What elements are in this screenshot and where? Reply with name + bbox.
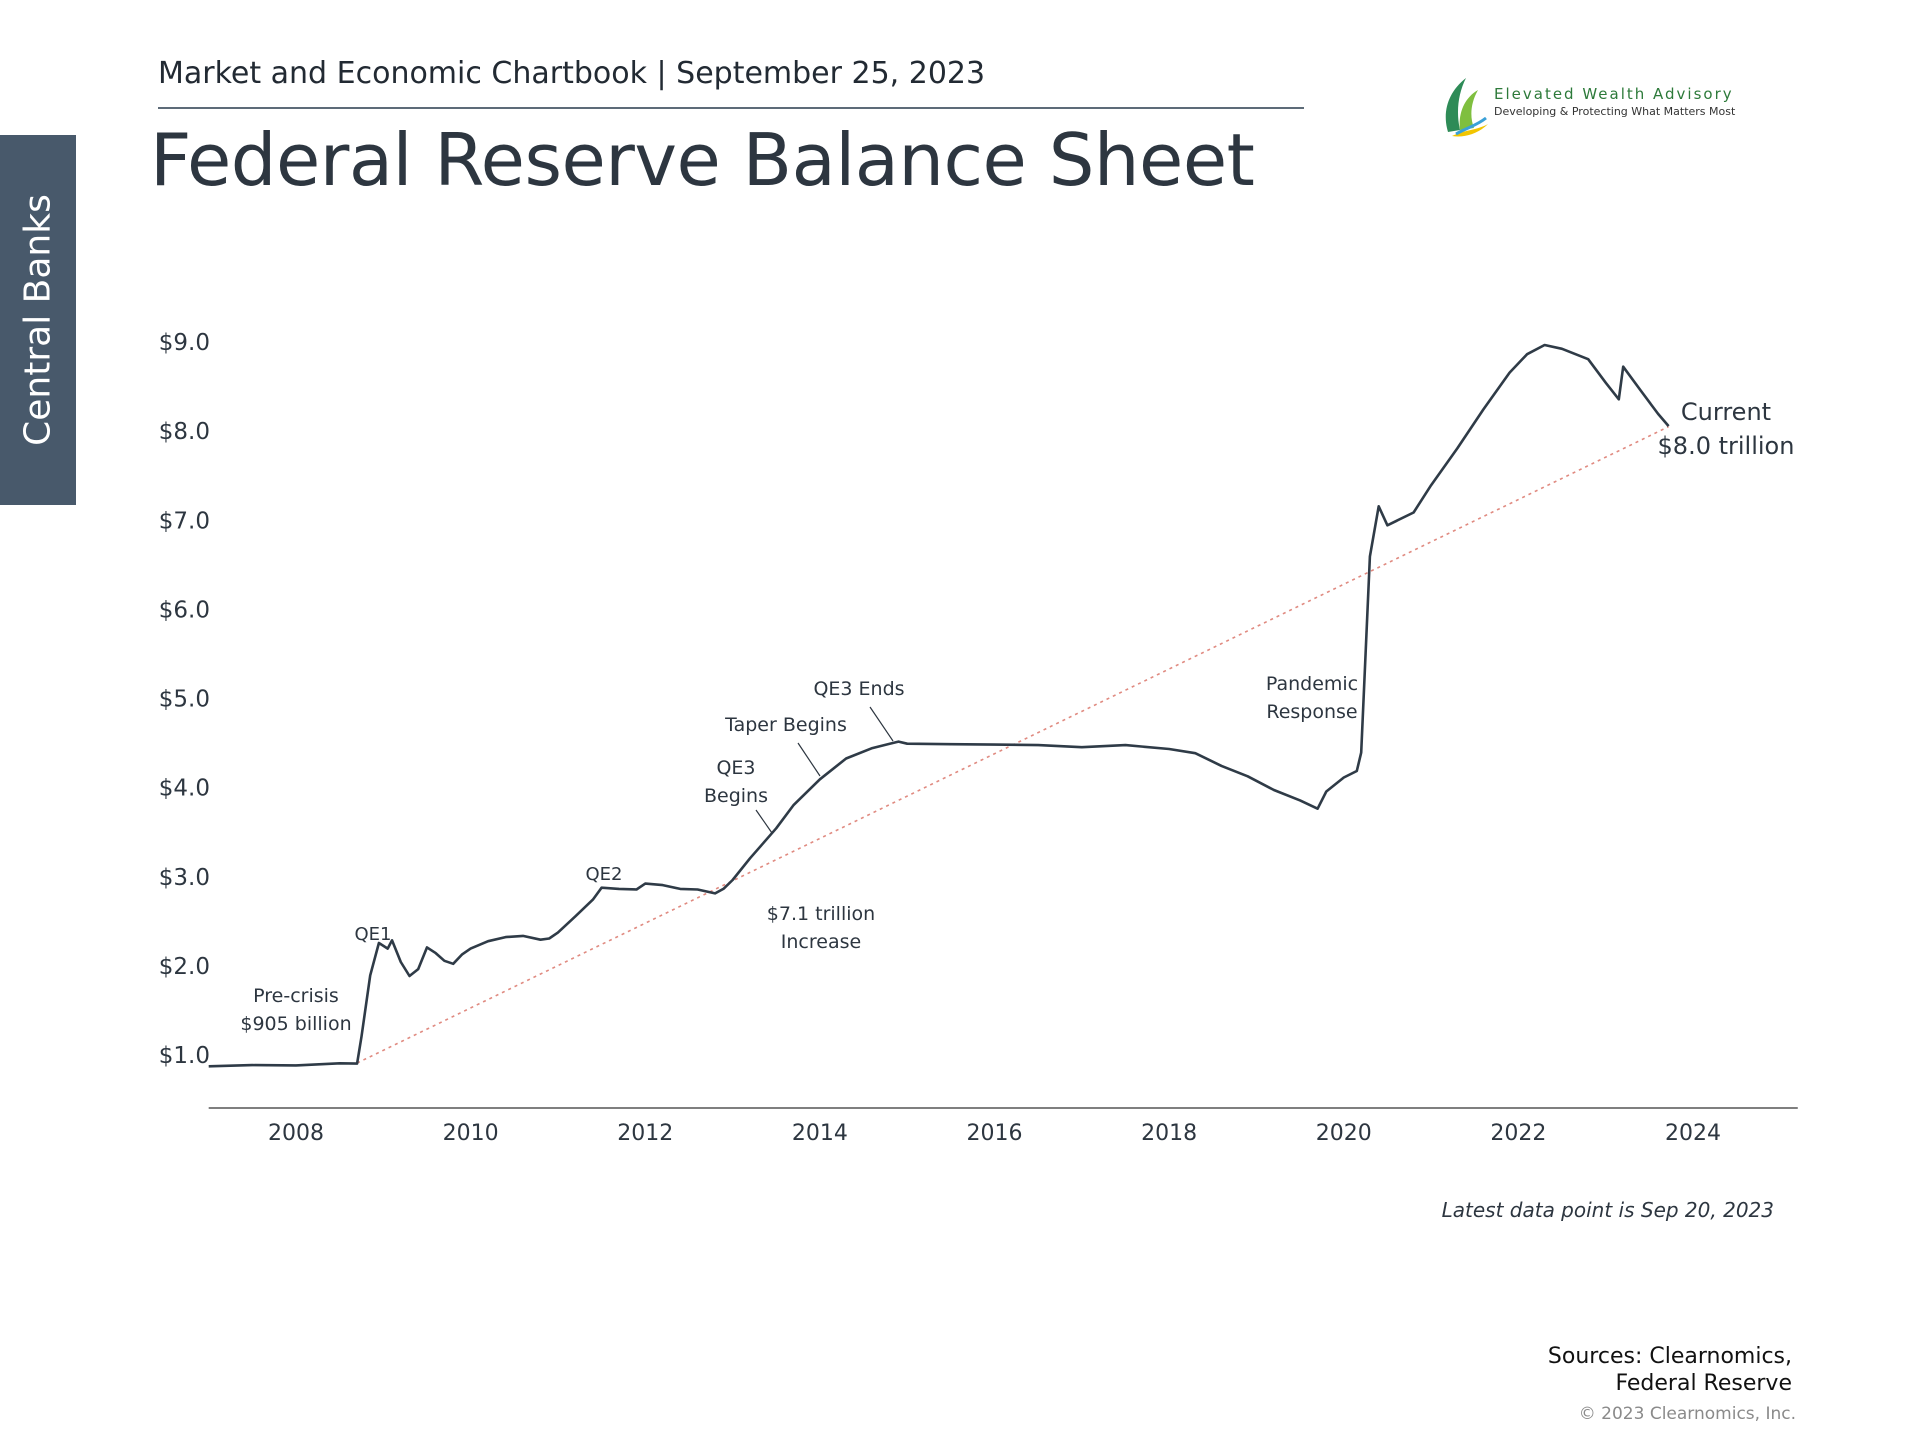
x-tick-label-2010: 2010 bbox=[443, 1121, 499, 1146]
y-tick-label-1: $1.0 bbox=[159, 1043, 210, 1069]
annotation-8-line-0: Current bbox=[1681, 398, 1771, 426]
logo-tagline: Developing & Protecting What Matters Mos… bbox=[1494, 105, 1736, 118]
annotation-4-line-0: Taper Begins bbox=[724, 714, 847, 736]
x-tick-label-2018: 2018 bbox=[1141, 1121, 1197, 1146]
y-tick-label-8: $8.0 bbox=[159, 419, 210, 445]
annotation-0-line-0: Pre-crisis bbox=[253, 985, 339, 1007]
x-tick-label-2022: 2022 bbox=[1490, 1121, 1546, 1146]
y-tick-label-6: $6.0 bbox=[159, 597, 210, 623]
company-logo: Elevated Wealth Advisory Developing & Pr… bbox=[1438, 72, 1758, 142]
annotation-3-line-1: Begins bbox=[704, 785, 768, 807]
y-tick-label-4: $4.0 bbox=[159, 776, 210, 802]
annotation-1-line-0: QE1 bbox=[355, 924, 392, 945]
y-tick-label-5: $5.0 bbox=[159, 687, 210, 713]
annotation-7-line-1: Response bbox=[1266, 701, 1357, 723]
x-tick-label-2012: 2012 bbox=[617, 1121, 673, 1146]
taper-begins-leader bbox=[797, 742, 821, 777]
sources-note: Sources: Clearnomics, Federal Reserve bbox=[1548, 1343, 1792, 1397]
section-tab: Central Banks bbox=[0, 135, 76, 505]
qe3-ends-leader bbox=[869, 706, 894, 742]
annotation-2-line-0: QE2 bbox=[586, 864, 623, 885]
annotation-6-line-1: Increase bbox=[781, 931, 861, 953]
y-tick-label-9: $9.0 bbox=[159, 330, 210, 356]
y-tick-label-2: $2.0 bbox=[159, 954, 210, 980]
logo-sail-icon bbox=[1445, 78, 1488, 137]
x-tick-label-2024: 2024 bbox=[1665, 1121, 1721, 1146]
x-tick-label-2020: 2020 bbox=[1316, 1121, 1372, 1146]
latest-data-note: Latest data point is Sep 20, 2023 bbox=[1441, 1198, 1774, 1222]
copyright: © 2023 Clearnomics, Inc. bbox=[1578, 1404, 1796, 1424]
annotation-6-line-0: $7.1 trillion bbox=[767, 903, 875, 925]
x-tick-label-2008: 2008 bbox=[268, 1121, 324, 1146]
y-tick-label-3: $3.0 bbox=[159, 865, 210, 891]
annotation-0-line-1: $905 billion bbox=[240, 1013, 351, 1035]
qe3-begins-leader bbox=[755, 809, 773, 834]
x-tick-label-2014: 2014 bbox=[792, 1121, 848, 1146]
chartbook-header: Market and Economic Chartbook | Septembe… bbox=[158, 56, 986, 91]
annotation-8-line-1: $8.0 trillion bbox=[1658, 432, 1795, 460]
x-tick-label-2016: 2016 bbox=[967, 1121, 1023, 1146]
annotation-5-line-0: QE3 Ends bbox=[813, 678, 904, 700]
logo-name: Elevated Wealth Advisory bbox=[1494, 85, 1734, 103]
balance-sheet-line bbox=[208, 343, 1670, 1068]
page-title: Federal Reserve Balance Sheet bbox=[150, 118, 1255, 202]
annotation-3-line-0: QE3 bbox=[716, 757, 755, 779]
header-divider bbox=[158, 107, 1304, 109]
sources-line-2: Federal Reserve bbox=[1615, 1371, 1792, 1396]
y-tick-label-7: $7.0 bbox=[159, 508, 210, 534]
annotation-7-line-0: Pandemic bbox=[1266, 673, 1358, 695]
sources-line-1: Sources: Clearnomics, bbox=[1547, 1344, 1792, 1369]
